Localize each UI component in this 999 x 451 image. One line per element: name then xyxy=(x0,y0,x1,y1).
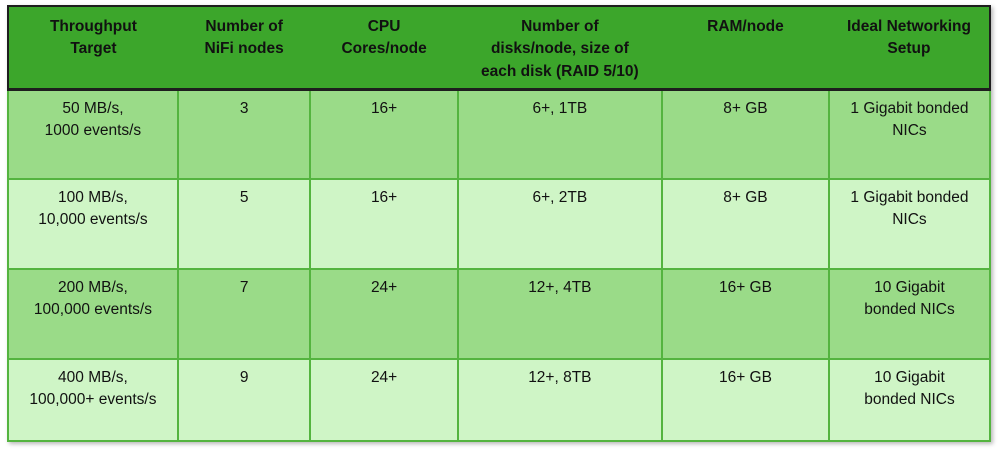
cell-throughput: 100 MB/s, 10,000 events/s xyxy=(7,178,179,270)
cell-cpu-cores: 24+ xyxy=(309,358,459,442)
cell-nifi-nodes: 3 xyxy=(176,88,312,180)
header-throughput-target: Throughput Target xyxy=(8,6,178,91)
cell-ram: 8+ GB xyxy=(660,88,830,180)
header-ram-per-node: RAM/node xyxy=(661,6,829,91)
cell-ram: 8+ GB xyxy=(660,178,830,270)
cell-throughput: 50 MB/s, 1000 events/s xyxy=(7,88,179,180)
cell-nifi-nodes: 5 xyxy=(176,178,312,270)
cell-nifi-nodes: 9 xyxy=(176,358,312,442)
cell-throughput: 200 MB/s, 100,000 events/s xyxy=(7,268,179,360)
cell-disks: 12+, 8TB xyxy=(456,358,663,442)
table-row: 200 MB/s, 100,000 events/s 7 24+ 12+, 4T… xyxy=(7,268,992,360)
cell-disks: 6+, 1TB xyxy=(456,88,663,180)
cell-disks: 12+, 4TB xyxy=(456,268,663,360)
cell-cpu-cores: 16+ xyxy=(309,178,459,270)
nifi-sizing-table: Throughput Target Number of NiFi nodes C… xyxy=(7,5,992,442)
header-ideal-networking-setup: Ideal Networking Setup xyxy=(828,6,990,91)
cell-ram: 16+ GB xyxy=(660,358,830,442)
cell-networking: 10 Gigabit bonded NICs xyxy=(827,358,992,442)
cell-disks: 6+, 2TB xyxy=(456,178,663,270)
cell-networking: 1 Gigabit bonded NICs xyxy=(827,178,992,270)
table-row: 50 MB/s, 1000 events/s 3 16+ 6+, 1TB 8+ … xyxy=(7,88,992,180)
cell-cpu-cores: 16+ xyxy=(309,88,459,180)
cell-networking: 10 Gigabit bonded NICs xyxy=(827,268,992,360)
table-row: 100 MB/s, 10,000 events/s 5 16+ 6+, 2TB … xyxy=(7,178,992,270)
cell-cpu-cores: 24+ xyxy=(309,268,459,360)
cell-ram: 16+ GB xyxy=(660,268,830,360)
table-header-row: Throughput Target Number of NiFi nodes C… xyxy=(8,6,990,91)
header-number-of-nifi-nodes: Number of NiFi nodes xyxy=(177,6,311,91)
header-cpu-cores-per-node: CPU Cores/node xyxy=(310,6,458,91)
cell-networking: 1 Gigabit bonded NICs xyxy=(827,88,992,180)
table-row: 400 MB/s, 100,000+ events/s 9 24+ 12+, 8… xyxy=(7,358,992,442)
cell-nifi-nodes: 7 xyxy=(176,268,312,360)
cell-throughput: 400 MB/s, 100,000+ events/s xyxy=(7,358,179,442)
header-disks-per-node: Number of disks/node, size of each disk … xyxy=(457,6,662,91)
